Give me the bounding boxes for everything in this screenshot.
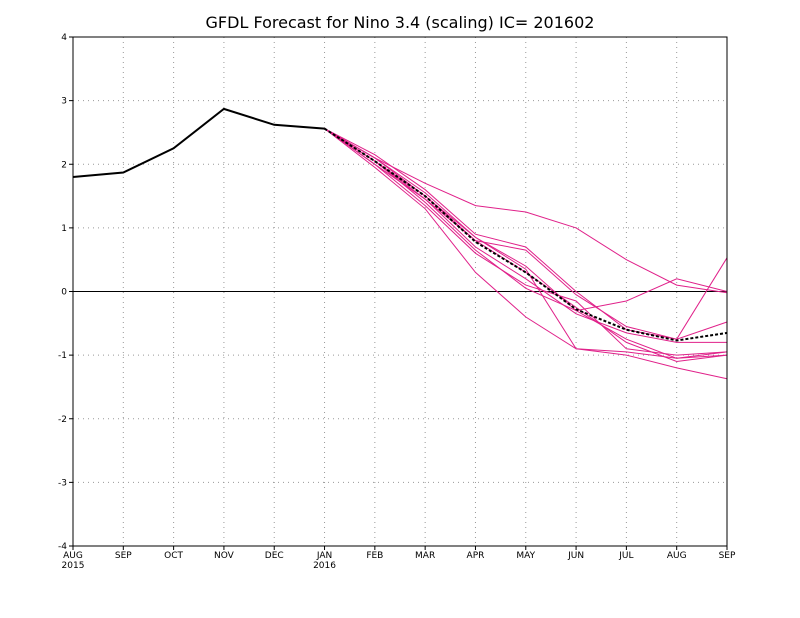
x-tick-label: OCT <box>164 551 183 561</box>
x-tick-label: NOV <box>214 551 235 561</box>
observed-line <box>72 107 325 178</box>
ensemble-member-line-6 <box>324 128 728 359</box>
x-tick-label: JAN <box>316 551 332 561</box>
y-tick-label: -3 <box>58 478 67 488</box>
x-tick-label: JUL <box>618 551 633 561</box>
x-tick-year-label: 2015 <box>62 561 85 571</box>
ensemble-member-line-1 <box>324 128 728 294</box>
y-tick-label: -1 <box>58 351 67 361</box>
x-tick-label: MAR <box>415 551 435 561</box>
x-tick-label: MAY <box>516 551 535 561</box>
ensemble-member-line-7 <box>324 128 728 356</box>
y-tick-label: 3 <box>61 97 67 107</box>
x-tick-label: APR <box>467 551 485 561</box>
series <box>72 107 728 380</box>
grid <box>73 37 727 546</box>
x-tick-label: DEC <box>265 551 284 561</box>
y-tick-label: 1 <box>61 224 67 234</box>
x-tick-label: SEP <box>719 551 736 561</box>
x-tick-label: JUN <box>567 551 584 561</box>
x-tick-label: FEB <box>366 551 383 561</box>
y-tick-label: 0 <box>61 288 67 298</box>
y-axis-ticks: -4 -3 -2 -1 0 1 2 3 4 <box>58 33 73 552</box>
ensemble-mean-line <box>323 127 728 342</box>
x-tick-year-label: 2016 <box>313 561 336 571</box>
ensemble-member-line-2 <box>324 128 728 340</box>
x-tick-label: SEP <box>115 551 132 561</box>
y-tick-label: -2 <box>58 415 67 425</box>
ensemble-member-line-4 <box>324 128 728 312</box>
y-tick-label: 2 <box>61 160 67 170</box>
ensemble-member-line-5 <box>324 128 727 343</box>
ensemble-member-line-8 <box>324 128 728 359</box>
chart-title: GFDL Forecast for Nino 3.4 (scaling) IC=… <box>206 13 595 32</box>
y-tick-label: 4 <box>61 33 67 43</box>
x-tick-label: AUG <box>63 551 83 561</box>
y-tick-label: -4 <box>58 542 67 552</box>
ensemble-member-line-9 <box>324 128 728 380</box>
x-tick-label: AUG <box>667 551 687 561</box>
